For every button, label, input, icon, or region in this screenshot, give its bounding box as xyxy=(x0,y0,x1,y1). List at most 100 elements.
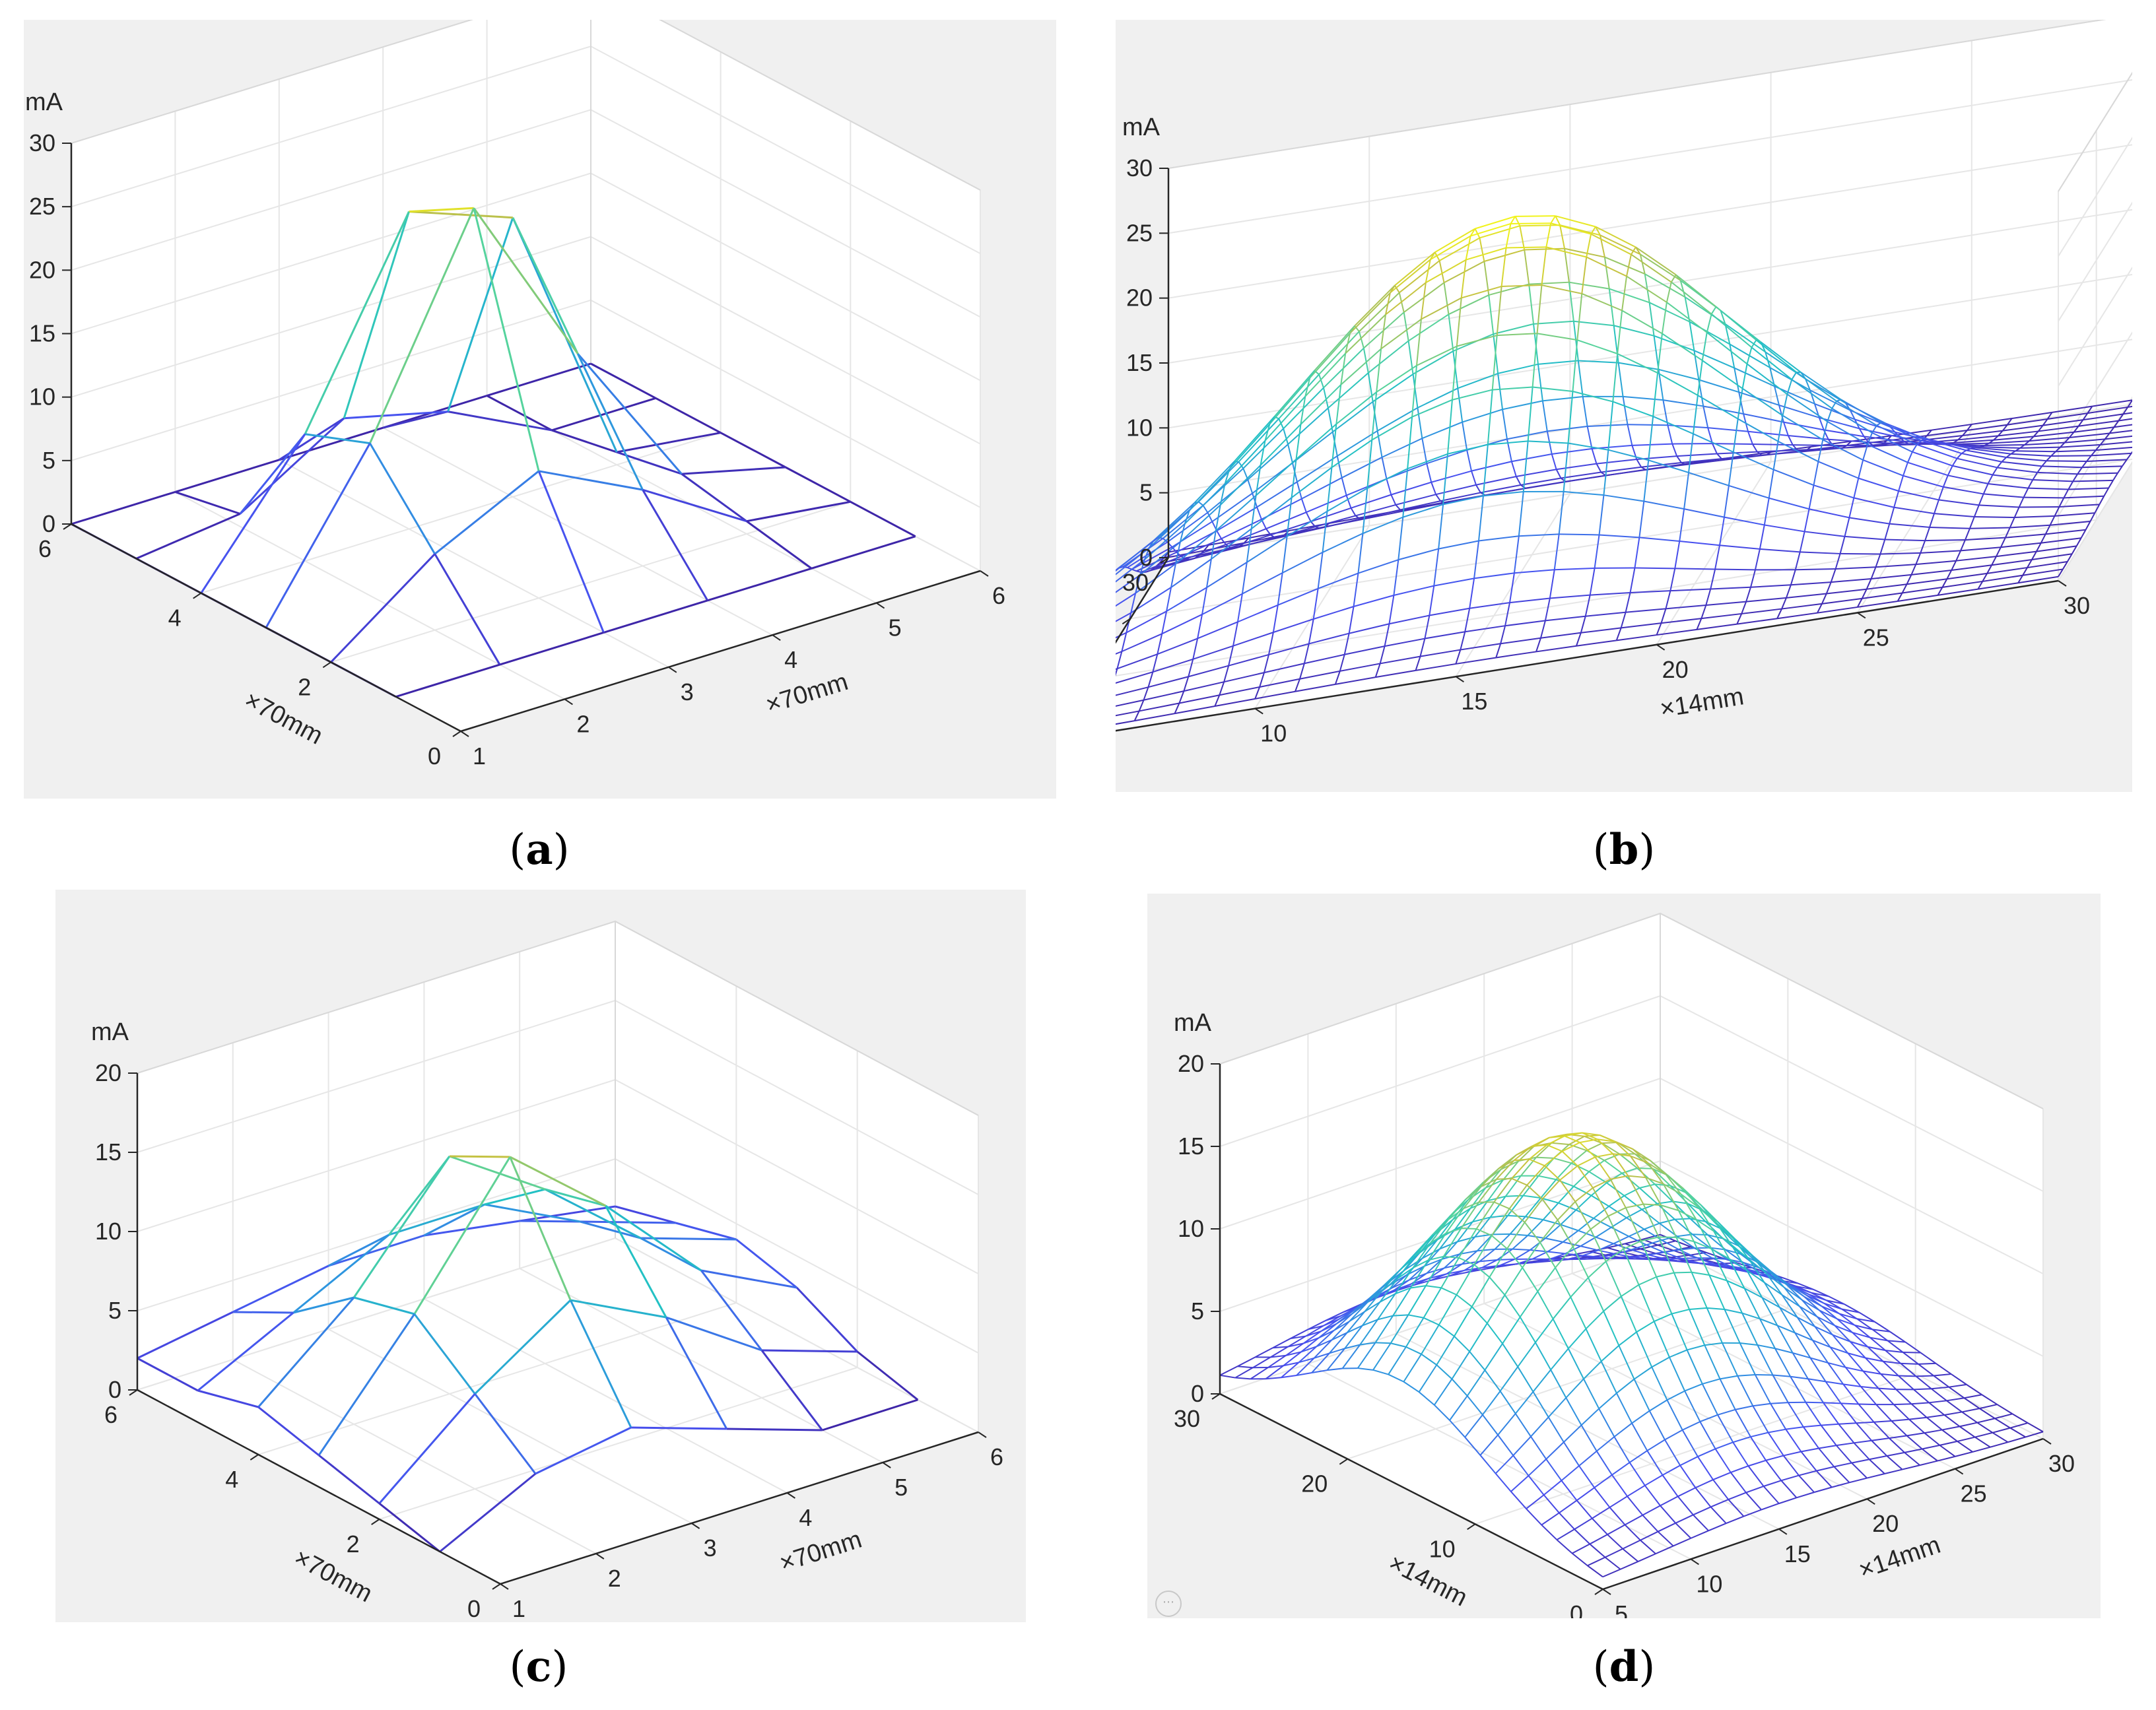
mesh-edge xyxy=(1216,506,1258,532)
mesh-edge xyxy=(1491,1235,1508,1249)
mesh-edge xyxy=(1228,645,1234,666)
mesh-edge xyxy=(1372,1342,1392,1371)
mesh-edge xyxy=(1834,1325,1851,1342)
mesh-edge xyxy=(1646,463,1687,471)
mesh-edge xyxy=(1484,1369,1501,1392)
mesh-edge xyxy=(1469,228,1476,237)
z-tick-label: 15 xyxy=(1178,1133,1204,1160)
mesh-edge xyxy=(1299,663,1305,680)
mesh-edge xyxy=(1778,1497,1797,1505)
mesh-edge xyxy=(1671,1255,1689,1259)
mesh-edge xyxy=(1363,348,1369,374)
mesh-edge xyxy=(1390,259,1431,294)
mesh-edge xyxy=(1582,1255,1601,1259)
mesh-edge xyxy=(1671,444,1678,457)
mesh-edge xyxy=(1447,444,1489,455)
mesh-edge xyxy=(1583,1378,1600,1409)
mesh-edge xyxy=(1495,1473,1512,1492)
mesh-edge xyxy=(1972,1446,1991,1453)
mesh-edge xyxy=(1554,1254,1572,1259)
mesh-edge xyxy=(1496,286,1502,336)
mesh-edge xyxy=(1902,1464,1920,1470)
mesh-edge xyxy=(1724,1309,1741,1344)
mesh-edge xyxy=(1561,1465,1580,1482)
mesh-edge xyxy=(1476,1228,1493,1237)
mesh-edge xyxy=(409,211,513,219)
mesh-edge xyxy=(1697,360,1703,396)
mesh-edge xyxy=(1506,1222,1526,1249)
mesh-edge xyxy=(1844,535,1885,541)
mesh-edge xyxy=(1264,424,1271,441)
mesh-edge xyxy=(1575,1209,1594,1219)
mesh-edge xyxy=(1588,1277,1605,1312)
mesh-edge xyxy=(2024,442,2065,445)
mesh-edge xyxy=(2011,453,2052,457)
mesh-edge xyxy=(304,433,370,445)
mesh-edge xyxy=(1884,523,1891,540)
mesh-edge xyxy=(1920,1460,1938,1466)
mesh-edge xyxy=(1636,459,1642,468)
mesh-edge xyxy=(1371,391,1378,440)
mesh-edge xyxy=(2036,545,2077,552)
mesh-edge xyxy=(2035,543,2042,552)
mesh-edge xyxy=(1337,430,1378,457)
mesh-edge xyxy=(1658,1244,1674,1251)
mesh-edge xyxy=(1145,570,1151,573)
z-tick-label: 10 xyxy=(1178,1215,1204,1242)
mesh-edge xyxy=(1937,588,1978,596)
mesh-edge xyxy=(1273,618,1314,634)
mesh-edge xyxy=(1530,1416,1549,1437)
mesh-edge xyxy=(1526,1508,1542,1526)
mesh-edge xyxy=(1680,1193,1697,1220)
mesh-edge xyxy=(1627,1496,1644,1516)
mesh-edge xyxy=(1660,1496,1679,1507)
mesh-edge xyxy=(1951,564,1992,571)
mesh-edge xyxy=(1368,340,1409,374)
more-icon[interactable]: ⋯ xyxy=(1155,1591,1182,1617)
mesh-edge xyxy=(1314,325,1355,372)
mesh-edge xyxy=(1589,568,1596,595)
mesh-edge xyxy=(1557,1200,1576,1221)
mesh-edge xyxy=(1341,477,1347,496)
mesh-edge xyxy=(1908,1418,1925,1433)
mesh-edge xyxy=(1973,504,1980,517)
mesh-edge xyxy=(1870,566,1877,579)
mesh-edge xyxy=(1751,1255,1768,1274)
mesh-edge xyxy=(1893,490,1900,508)
mesh-edge xyxy=(1512,1235,1528,1250)
mesh-edge xyxy=(1418,1364,1438,1393)
mesh-edge xyxy=(1685,459,1726,465)
mesh-edge xyxy=(1523,1195,1541,1199)
mesh-edge xyxy=(1906,1435,1923,1450)
mesh-edge xyxy=(1670,274,1677,282)
mesh-edge xyxy=(1423,1317,1440,1326)
mesh-edge xyxy=(1852,1332,1871,1338)
mesh-edge xyxy=(1673,1271,1692,1274)
mesh-edge xyxy=(2073,426,2114,433)
mesh-edge xyxy=(1946,570,1953,579)
mesh-edge xyxy=(1517,1366,1534,1393)
mesh-edge xyxy=(1349,1311,1365,1323)
mesh-edge xyxy=(1750,570,1756,587)
mesh-edge xyxy=(1649,302,1690,323)
mesh-edge xyxy=(1460,1202,1479,1229)
mesh-edge xyxy=(1457,372,1499,389)
mesh-edge xyxy=(1810,1357,1829,1364)
mesh-edge xyxy=(1681,1430,1699,1457)
mesh-edge xyxy=(822,1398,918,1431)
mesh-edge xyxy=(1996,550,2037,558)
x-tick-label: 25 xyxy=(1863,624,1889,651)
mesh-edge xyxy=(1915,552,1922,565)
mesh-edge xyxy=(1305,1331,1322,1337)
mesh-edge xyxy=(1965,537,2005,541)
mesh-edge xyxy=(1331,424,1337,468)
mesh-edge xyxy=(1800,372,1842,401)
mesh-edge xyxy=(1728,1499,1745,1517)
y-tick-label: 0 xyxy=(428,742,441,770)
mesh-edge xyxy=(1504,1294,1521,1318)
mesh-edge xyxy=(1116,651,1123,669)
mesh-edge xyxy=(1418,1391,1435,1406)
y-tick xyxy=(371,1519,380,1525)
mesh-edge xyxy=(1633,1366,1652,1380)
mesh-edge xyxy=(1547,426,1588,432)
